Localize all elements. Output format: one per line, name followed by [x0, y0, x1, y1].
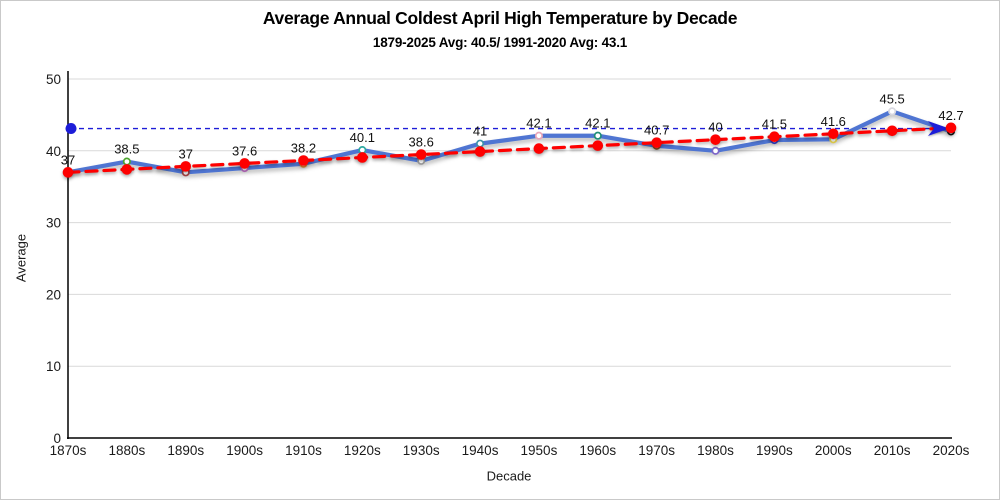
x-tick-label: 1990s: [756, 443, 793, 458]
data-label: 40.1: [350, 130, 375, 145]
x-tick-label: 1890s: [167, 443, 204, 458]
x-tick-label: 2020s: [933, 443, 970, 458]
data-label: 37: [178, 146, 192, 161]
series-marker: [122, 157, 131, 166]
x-tick-label: 2000s: [815, 443, 852, 458]
trend-marker: [945, 122, 957, 134]
x-tick-label: 1880s: [108, 443, 145, 458]
x-tick-label: 1950s: [521, 443, 558, 458]
trend-marker: [533, 143, 545, 154]
trend-marker: [298, 155, 309, 166]
data-label: 40.7: [644, 123, 669, 138]
x-tick-label: 1940s: [462, 443, 499, 458]
data-label: 41.6: [821, 114, 846, 129]
trend-marker: [474, 146, 486, 157]
x-tick-label: 1870s: [50, 443, 87, 458]
y-axis-title: Average: [13, 233, 29, 283]
series-marker: [534, 131, 543, 140]
series-marker: [888, 107, 897, 116]
data-label: 40: [708, 120, 722, 135]
series-marker: [476, 139, 485, 148]
trend-marker: [827, 128, 839, 140]
trend-marker: [415, 149, 427, 160]
series-marker: [593, 131, 602, 140]
data-label: 41.5: [762, 117, 787, 132]
series-marker: [711, 146, 720, 155]
x-tick-label: 1930s: [403, 443, 440, 458]
x-tick-label: 1980s: [697, 443, 734, 458]
reference-start-marker: [65, 123, 77, 135]
y-tick-label: 10: [46, 359, 61, 374]
y-tick-label: 30: [46, 216, 61, 231]
y-tick-label: 20: [46, 287, 61, 302]
x-tick-label: 1960s: [579, 443, 616, 458]
trend-marker: [357, 152, 368, 163]
data-label: 42.1: [526, 116, 551, 131]
y-tick-label: 0: [53, 431, 61, 446]
data-label: 45.5: [879, 91, 904, 106]
trend-marker: [886, 125, 898, 137]
data-label: 42.7: [938, 108, 963, 123]
series-line: [65, 109, 954, 175]
x-tick-label: 1920s: [344, 443, 381, 458]
x-tick-label: 1910s: [285, 443, 322, 458]
data-label: 38.2: [291, 140, 316, 155]
trend-marker: [62, 167, 74, 178]
trend-marker: [651, 137, 662, 148]
x-tick-label: 1900s: [226, 443, 263, 458]
trend-marker: [710, 134, 721, 145]
x-tick-label: 1970s: [638, 443, 675, 458]
trend-marker: [121, 164, 133, 175]
y-tick-label: 50: [46, 72, 61, 87]
y-tick-label: 40: [46, 144, 61, 159]
trend-line: [66, 126, 953, 174]
trend-marker: [592, 140, 604, 151]
x-axis-title: Decade: [486, 468, 532, 484]
data-label: 38.5: [114, 142, 139, 157]
data-label: 41: [473, 124, 487, 139]
chart-subtitle: 1879-2025 Avg: 40.5/ 1991-2020 Avg: 43.1: [372, 35, 628, 50]
chart-title: Average Annual Coldest April High Temper…: [262, 8, 738, 28]
data-label: 37.6: [232, 143, 257, 158]
data-label: 38.6: [409, 135, 434, 150]
x-tick-label: 2010s: [874, 443, 911, 458]
data-label: 37: [61, 152, 75, 167]
trend-marker: [239, 158, 250, 169]
data-label: 42.1: [585, 116, 610, 131]
trend-marker: [180, 161, 192, 172]
reference-arrow-icon: [928, 121, 949, 137]
trend-marker: [769, 131, 780, 143]
